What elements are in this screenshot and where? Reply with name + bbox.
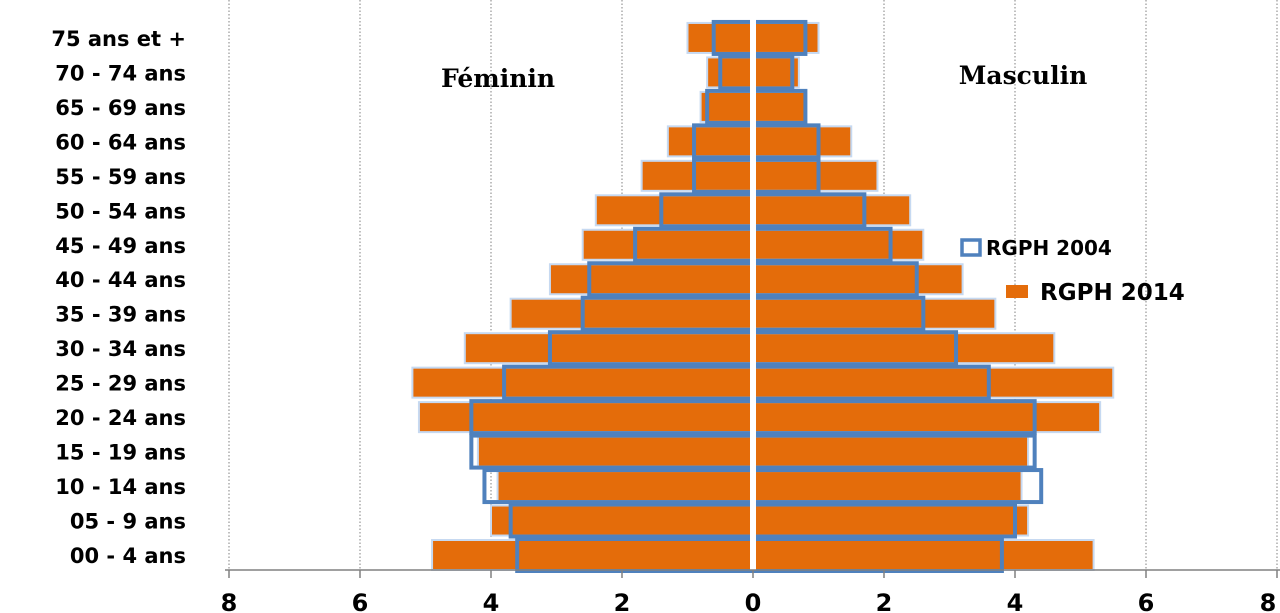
age-group-label: 15 - 19 ans <box>55 441 186 465</box>
age-group-label: 25 - 29 ans <box>55 372 186 396</box>
legend-swatch-2014 <box>1006 285 1028 298</box>
age-group-label: 55 - 59 ans <box>55 165 186 189</box>
bar-2014-female <box>581 228 755 261</box>
age-group-label: 45 - 49 ans <box>55 234 186 258</box>
bar-2014-male <box>752 332 1056 365</box>
bar-2014-female <box>463 332 754 365</box>
bar-2014-female <box>594 194 754 227</box>
age-group-label: 05 - 9 ans <box>70 510 186 534</box>
age-group-label: 75 ans et + <box>51 27 186 51</box>
age-group-label: 70 - 74 ans <box>55 61 186 85</box>
legend-swatch-2004 <box>960 238 982 257</box>
age-group-label: 65 - 69 ans <box>55 96 186 120</box>
age-group-labels: 00 - 4 ans 05 - 9 ans 10 - 14 ans 15 - 19 a… <box>51 27 186 568</box>
bar-2014-female <box>640 159 755 192</box>
bar-2014-female <box>417 401 754 434</box>
bar-2014-male <box>752 90 807 123</box>
x-tick-label: 2 <box>876 589 893 613</box>
age-group-label: 30 - 34 ans <box>55 337 186 361</box>
bar-2014-male <box>752 435 1030 468</box>
legend: RGPH 2004 RGPH 2014 <box>960 236 1185 306</box>
legend-label-2004: RGPH 2004 <box>986 236 1112 260</box>
bar-2014-male <box>752 159 879 192</box>
bar-2014-female <box>686 21 754 54</box>
bar-2014-male <box>752 21 820 54</box>
x-tick-label: 0 <box>745 589 762 613</box>
age-group-label: 60 - 64 ans <box>55 130 186 154</box>
x-tick-label: 6 <box>1138 589 1155 613</box>
bar-2014-male <box>752 366 1115 399</box>
x-axis: 8 6 4 2 0 2 4 6 8 <box>221 569 1280 613</box>
legend-label-2014: RGPH 2014 <box>1040 280 1185 306</box>
bar-2014-female <box>548 263 755 296</box>
bar-2014-female <box>411 366 754 399</box>
x-tick-label: 6 <box>352 589 369 613</box>
bar-2014-female <box>496 470 754 503</box>
x-tick-label: 4 <box>1007 589 1024 613</box>
bar-2014-male <box>752 504 1030 537</box>
series-rgph-2014 <box>411 21 1115 571</box>
age-group-label: 50 - 54 ans <box>55 199 186 223</box>
female-side-label: Féminin <box>441 64 555 93</box>
x-tick-label: 8 <box>1260 589 1277 613</box>
bar-2014-female <box>706 56 755 89</box>
bar-2014-female <box>666 125 754 158</box>
age-group-label: 20 - 24 ans <box>55 406 186 430</box>
age-group-label: 00 - 4 ans <box>70 544 186 568</box>
x-tick-label: 2 <box>614 589 631 613</box>
age-group-label: 10 - 14 ans <box>55 475 186 499</box>
bar-2014-male <box>752 401 1102 434</box>
bar-2014-male <box>752 297 997 330</box>
x-tick-label: 4 <box>483 589 500 613</box>
bar-2014-female <box>509 297 754 330</box>
bar-2014-male <box>752 125 853 158</box>
bar-2014-female <box>431 539 754 571</box>
age-group-label: 40 - 44 ans <box>55 268 186 292</box>
bar-2014-male <box>752 263 964 296</box>
bar-2014-female <box>490 504 754 537</box>
male-side-label: Masculin <box>959 61 1088 90</box>
x-tick-label: 8 <box>221 589 238 613</box>
series-rgph-2004 <box>469 0 1044 573</box>
bar-2014-male <box>752 194 912 227</box>
age-group-label: 35 - 39 ans <box>55 303 186 327</box>
bar-2014-female <box>476 435 754 468</box>
bar-2014-female <box>699 90 754 123</box>
bar-2014-male <box>752 470 1023 503</box>
bar-2014-male <box>752 228 925 261</box>
bar-2014-male <box>752 539 1095 571</box>
